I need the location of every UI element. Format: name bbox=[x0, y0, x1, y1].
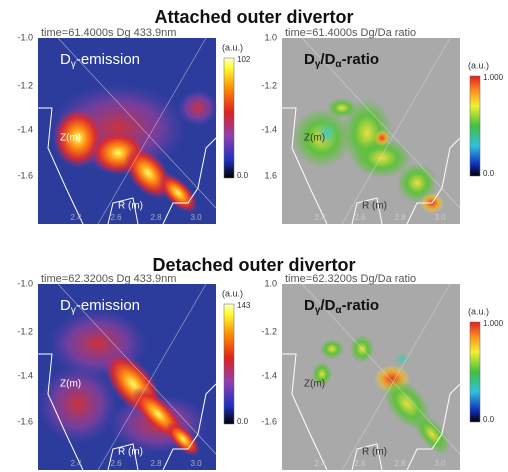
x-axis-label: R (m) bbox=[118, 201, 143, 212]
colorbar-unit: (a.u.) bbox=[468, 306, 489, 316]
x-tick-label: 2.6 bbox=[354, 459, 366, 468]
colorbar-max: 1.000 bbox=[483, 319, 504, 328]
x-tick-label: 2.6 bbox=[110, 459, 122, 468]
x-tick-label: 2.4 bbox=[70, 459, 82, 468]
label-text: -ratio bbox=[342, 51, 380, 68]
emission-blob bbox=[394, 353, 410, 365]
label-text: -emission bbox=[76, 297, 140, 314]
x-tick-label: 2.8 bbox=[394, 459, 406, 468]
colorbar bbox=[224, 58, 234, 178]
colorbar-min: 0.0 bbox=[483, 415, 495, 424]
label-text: /D bbox=[320, 297, 335, 314]
label-text: -emission bbox=[76, 51, 140, 68]
y-tick-label: -1.0 bbox=[17, 278, 33, 288]
x-tick-label: 2.4 bbox=[70, 213, 82, 222]
x-tick-label: 2.8 bbox=[150, 459, 162, 468]
emission-blob bbox=[320, 339, 344, 359]
x-tick-label: 2.4 bbox=[314, 213, 326, 222]
y-axis-label: Z(m) bbox=[304, 133, 325, 144]
emission-blob bbox=[374, 130, 390, 146]
label-text: D bbox=[60, 51, 71, 68]
figure: Attached outer divertorDγ-emissiontime=6… bbox=[0, 0, 508, 472]
x-axis-label: R (m) bbox=[362, 201, 387, 212]
colorbar-max: 143 bbox=[237, 301, 251, 310]
x-tick-label: 2.6 bbox=[354, 213, 366, 222]
x-tick-label: 2.6 bbox=[110, 213, 122, 222]
x-tick-label: 3.0 bbox=[434, 459, 446, 468]
y-tick-label: 1.0 bbox=[264, 32, 277, 42]
colorbar-unit: (a.u.) bbox=[222, 288, 243, 298]
label-text: -ratio bbox=[342, 297, 380, 314]
y-tick-label: -1.4 bbox=[261, 370, 277, 380]
label-text: D bbox=[304, 51, 315, 68]
x-axis-label: R (m) bbox=[118, 447, 143, 458]
y-tick-label: -1.6 bbox=[17, 416, 33, 426]
y-tick-label: -1.4 bbox=[261, 124, 277, 134]
x-tick-label: 3.0 bbox=[190, 459, 202, 468]
colorbar-unit: (a.u.) bbox=[468, 60, 489, 70]
label-text: D bbox=[60, 297, 71, 314]
y-axis-label: Z(m) bbox=[304, 379, 325, 390]
colorbar-max: 1.000 bbox=[483, 73, 504, 82]
y-tick-label: -1.2 bbox=[261, 80, 277, 90]
y-axis-label: Z(m) bbox=[60, 133, 81, 144]
section-title: Attached outer divertor bbox=[154, 7, 353, 27]
emission-blob bbox=[327, 98, 357, 118]
colorbar bbox=[224, 304, 234, 424]
colorbar-unit: (a.u.) bbox=[222, 42, 243, 52]
x-tick-label: 3.0 bbox=[190, 213, 202, 222]
colorbar-max: 102 bbox=[237, 55, 251, 64]
y-tick-label: 1.0 bbox=[264, 278, 277, 288]
x-axis-label: R (m) bbox=[362, 447, 387, 458]
y-tick-label: -1.4 bbox=[17, 124, 33, 134]
y-tick-label: -1.2 bbox=[261, 326, 277, 336]
section-title: Detached outer divertor bbox=[152, 255, 355, 275]
colorbar-min: 0.0 bbox=[237, 417, 249, 426]
colorbar bbox=[470, 76, 480, 176]
panel-header: time=61.4000s Dg/Da ratio bbox=[285, 27, 416, 39]
y-tick-label: -1.2 bbox=[17, 80, 33, 90]
x-tick-label: 3.0 bbox=[434, 213, 446, 222]
colorbar-min: 0.0 bbox=[237, 171, 249, 180]
colorbar-min: 0.0 bbox=[483, 169, 495, 178]
y-tick-label: -1.2 bbox=[17, 326, 33, 336]
y-axis-label: Z(m) bbox=[60, 379, 81, 390]
x-tick-label: 2.8 bbox=[150, 213, 162, 222]
panel-header: time=62.3200s Dg 433.9nm bbox=[41, 273, 176, 285]
x-tick-label: 2.4 bbox=[314, 459, 326, 468]
y-tick-label: -1.6 bbox=[261, 416, 277, 426]
label-text: /D bbox=[320, 51, 335, 68]
panel-header: time=61.4000s Dg 433.9nm bbox=[41, 27, 176, 39]
x-tick-label: 2.8 bbox=[394, 213, 406, 222]
label-text: D bbox=[304, 297, 315, 314]
y-tick-label: -1.6 bbox=[17, 170, 33, 180]
colorbar bbox=[470, 322, 480, 422]
y-tick-label: -1.4 bbox=[17, 370, 33, 380]
y-tick-label: -1.0 bbox=[17, 32, 33, 42]
panel-header: time=62.3200s Dg/Da ratio bbox=[285, 273, 416, 285]
y-tick-label: 1.6 bbox=[264, 170, 277, 180]
emission-blob bbox=[178, 90, 218, 126]
